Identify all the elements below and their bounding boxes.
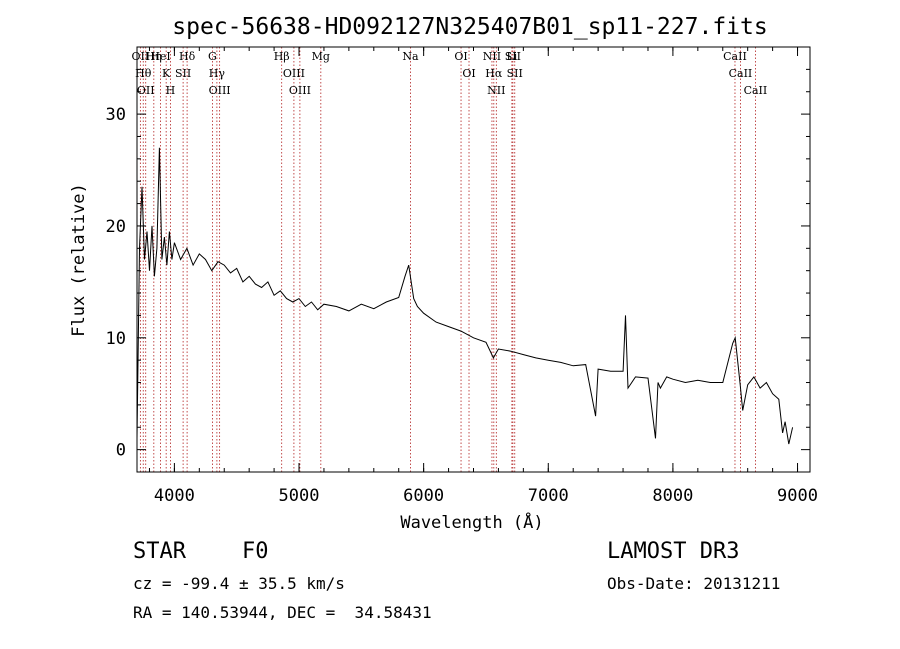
line-label-20: Hα [485, 67, 503, 80]
line-label-14: OIII [289, 84, 311, 97]
x-axis-label: Wavelength (Å) [400, 511, 543, 533]
line-label-18: OI [462, 67, 475, 80]
y-axis-ticks: 0 10 20 30 [106, 68, 810, 461]
sky-coordinates: RA = 140.53944, DEC = 34.58431 [133, 603, 432, 622]
y-axis-label: Flux (relative) [69, 183, 89, 337]
line-label-26: CaII [729, 67, 753, 80]
y-tick-label-1: 10 [106, 329, 126, 349]
line-label-0: OII [132, 50, 150, 63]
observation-date: Obs-Date: 20131211 [607, 574, 781, 593]
x-tick-label-5: 9000 [777, 486, 818, 506]
object-class: STAR [133, 539, 186, 564]
line-label-27: CaII [744, 84, 768, 97]
line-label-17: OI [454, 50, 467, 63]
y-tick-label-0: 0 [116, 441, 126, 461]
survey-name: LAMOST DR3 [607, 539, 740, 564]
plot-frame [136, 46, 811, 473]
line-label-8: Hδ [179, 50, 196, 63]
line-label-4: HeI [150, 50, 170, 63]
spectral-line-markers [139, 47, 756, 472]
y-tick-label-2: 20 [106, 217, 126, 237]
line-label-7: SII [175, 67, 191, 80]
line-label-10: Hγ [209, 67, 226, 80]
line-label-1: Hθ [135, 67, 152, 80]
line-label-15: Mg [312, 50, 330, 63]
line-label-21: NII [487, 84, 505, 97]
line-label-5: K [162, 67, 171, 80]
line-label-11: OIII [209, 84, 231, 97]
x-tick-label-2: 6000 [403, 486, 444, 506]
line-label-6: H [166, 84, 176, 97]
line-label-9: G [208, 50, 217, 63]
y-tick-label-3: 30 [106, 105, 126, 125]
x-tick-label-0: 4000 [154, 486, 195, 506]
line-label-25: CaII [723, 50, 747, 63]
line-label-24: SII [507, 67, 523, 80]
chart-title: spec-56638-HD092127N325407B01_sp11-227.f… [172, 14, 767, 40]
line-label-12: Hβ [274, 50, 290, 63]
spectrum-series-line [136, 147, 794, 445]
object-subclass: F0 [242, 539, 269, 564]
line-label-16: Na [402, 50, 419, 63]
line-label-19: NII [483, 50, 501, 63]
line-label-13: OIII [283, 67, 305, 80]
x-axis-ticks: 4000 5000 6000 7000 8000 9000 [148, 47, 818, 506]
redshift-velocity: cz = -99.4 ± 35.5 km/s [133, 574, 345, 593]
line-label-23: SII [505, 50, 521, 63]
line-label-3: Hη [146, 50, 162, 63]
line-label-2: OII [137, 84, 155, 97]
x-tick-label-4: 8000 [652, 486, 693, 506]
x-tick-label-3: 7000 [528, 486, 569, 506]
line-label-22: Li [506, 50, 517, 63]
x-tick-label-1: 5000 [279, 486, 320, 506]
